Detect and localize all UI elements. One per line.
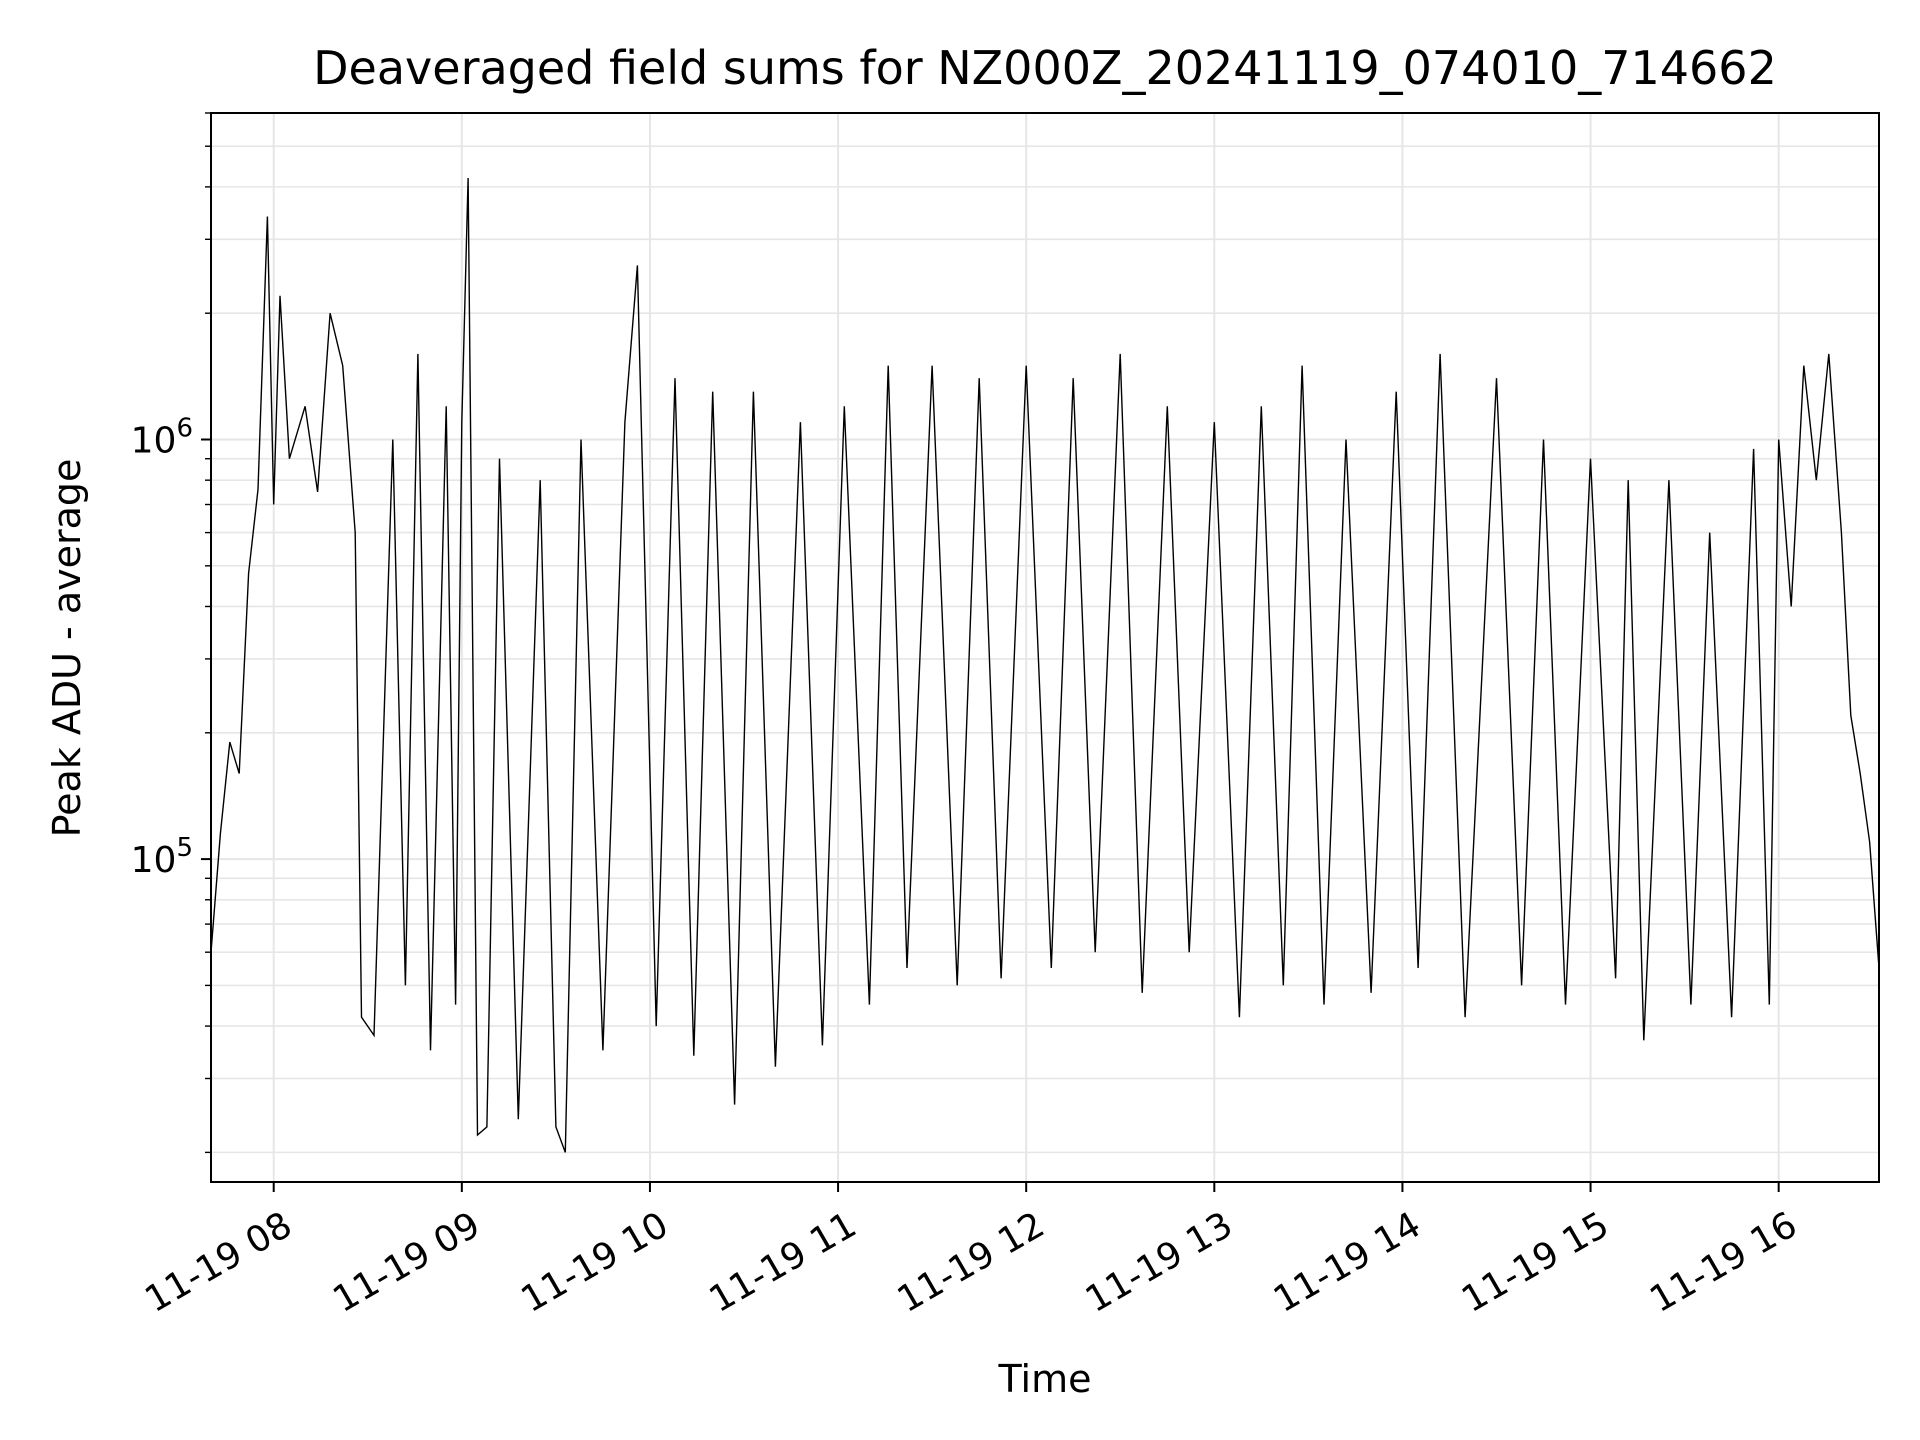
plot-area-frame	[210, 112, 1880, 1183]
y-axis-label: Peak ADU - average	[45, 459, 89, 838]
y-tick-label: 106	[131, 414, 193, 462]
x-axis-label: Time	[998, 1357, 1092, 1401]
y-tick-layer: 105 106	[131, 112, 211, 1154]
series-line	[210, 177, 1880, 1153]
chart-title: Deaveraged field sums for NZ000Z_2024111…	[313, 41, 1777, 95]
y-tick-label: 105	[131, 833, 193, 881]
series-layer	[210, 177, 1880, 1153]
